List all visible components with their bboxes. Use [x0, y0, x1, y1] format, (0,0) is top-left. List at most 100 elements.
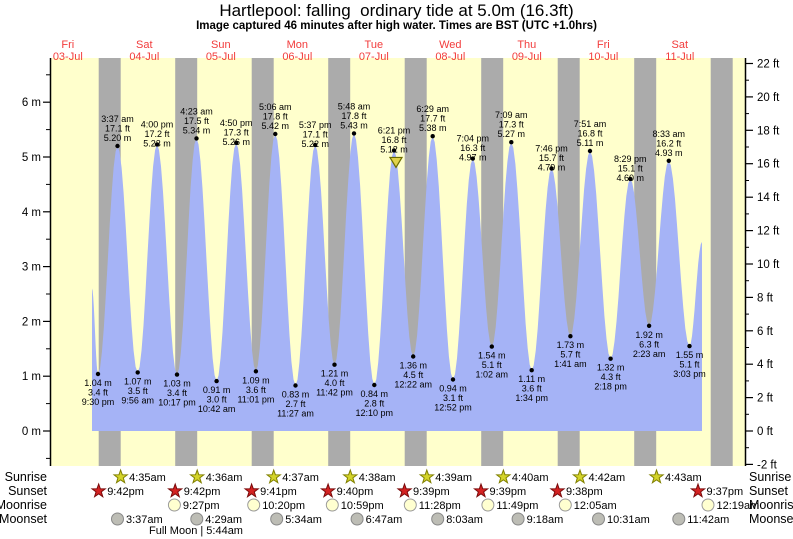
- moonset-icon: [190, 512, 204, 526]
- moonrise-icon: [325, 498, 339, 512]
- high-tide-label: 4:23 am 17.5 ft 5.34 m: [180, 106, 213, 135]
- sunset-icon: [243, 482, 260, 498]
- chart-title: Hartlepool: falling ordinary tide at 5.0…: [219, 1, 574, 20]
- left-axis-tick-label: 4 m: [22, 207, 41, 219]
- moonset-time: 8:03am: [446, 514, 483, 526]
- row-label-left-sunrise: Sunrise: [5, 470, 47, 484]
- low-tide-label: 1.11 m 3.6 ft 1:34 pm: [515, 374, 548, 403]
- moonset-icon: [270, 512, 284, 526]
- tide-point: [509, 140, 514, 145]
- sunset-icon: [167, 482, 184, 498]
- high-tide-label: 5:37 pm 17.1 ft 5.22 m: [299, 120, 332, 149]
- sunrise-time: 4:36am: [206, 472, 243, 484]
- row-label-left-moonset: Moonset: [0, 512, 48, 526]
- low-tide-label: 0.91 m 3.0 ft 10:42 am: [198, 385, 236, 414]
- right-axis-tick-label: 4 ft: [757, 359, 774, 371]
- low-tide-label: 1.04 m 3.4 ft 9:30 pm: [82, 378, 115, 407]
- right-axis-tick-label: 18 ft: [757, 125, 780, 137]
- moonrise-icon: [558, 498, 572, 512]
- low-tide-label: 1.73 m 5.7 ft 1:41 am: [554, 340, 587, 369]
- tide-point: [214, 378, 219, 384]
- sunset-icon: [90, 482, 107, 498]
- row-label-left-sunset: Sunset: [8, 484, 47, 498]
- moonset-time: 3:37am: [126, 514, 163, 526]
- moonrise-time: 10:59pm: [341, 500, 384, 512]
- day-label: Fri 10-Jul: [588, 39, 618, 63]
- sunset-time: 9:37pm: [707, 486, 744, 498]
- sunset-icon: [549, 482, 566, 498]
- low-tide-label: 1.07 m 3.5 ft 9:56 am: [121, 376, 154, 405]
- tide-point: [372, 382, 377, 388]
- moonset-time: 6:47am: [366, 514, 403, 526]
- sunrise-icon: [571, 468, 589, 484]
- tide-point: [154, 142, 160, 147]
- moonset-icon: [350, 512, 364, 526]
- right-axis-tick-label: -2 ft: [757, 459, 778, 471]
- tide-point: [234, 140, 239, 145]
- sunset-icon: [396, 482, 413, 498]
- high-tide-label: 8:33 am 16.2 ft 4.93 m: [653, 129, 686, 158]
- moonrise-time: 11:49pm: [496, 500, 538, 512]
- tide-point: [351, 131, 357, 136]
- sunset-icon: [319, 482, 337, 498]
- moonset-icon: [111, 512, 124, 526]
- moonset-icon: [511, 512, 525, 526]
- left-axis-tick-label: 6 m: [22, 97, 41, 109]
- low-tide-label: 1.55 m 5.1 ft 3:03 pm: [673, 350, 706, 379]
- right-axis-tick-label: 22 ft: [757, 59, 780, 71]
- day-label: Sat 04-Jul: [129, 39, 159, 63]
- high-tide-label: 6:21 pm 16.8 ft 5.12 m: [378, 125, 411, 154]
- moonrise-time: 12:19am: [717, 500, 760, 512]
- sunrise-time: 4:43am: [665, 472, 702, 484]
- sunrise-icon: [112, 468, 129, 484]
- tide-point: [194, 136, 199, 141]
- right-axis-tick-label: 14 ft: [757, 192, 780, 204]
- row-label-right-moonrise: Moonrise: [749, 498, 793, 512]
- low-tide-label: 0.83 m 2.7 ft 11:27 am: [277, 390, 314, 419]
- right-axis-tick-label: 0 ft: [757, 426, 774, 438]
- high-tide-label: 7:51 am 16.8 ft 5.11 m: [574, 119, 607, 148]
- sunrise-time: 4:42am: [589, 472, 626, 484]
- sunrise-icon: [418, 468, 435, 484]
- moonrise-time: 11:28pm: [419, 500, 461, 512]
- sunset-time: 9:38pm: [566, 486, 603, 498]
- right-axis-tick-label: 16 ft: [757, 159, 780, 171]
- tide-point: [470, 156, 475, 161]
- sunrise-icon: [189, 468, 206, 484]
- low-tide-label: 1.36 m 4.5 ft 12:22 am: [394, 361, 432, 390]
- tide-point: [549, 166, 554, 171]
- moonrise-time: 12:05am: [574, 500, 617, 512]
- moonset-icon: [592, 512, 605, 526]
- tide-point: [313, 142, 318, 148]
- tide-point: [608, 356, 613, 361]
- left-axis-tick-label: 1 m: [22, 371, 41, 383]
- row-label-right-sunset: Sunset: [749, 484, 788, 498]
- tide-point: [135, 370, 140, 375]
- moonset-icon: [672, 512, 686, 526]
- high-tide-label: 5:06 am 17.8 ft 5.42 m: [259, 102, 292, 131]
- night-band: [710, 58, 733, 466]
- tide-point: [568, 334, 573, 339]
- low-tide-label: 1.92 m 6.3 ft 2:23 am: [633, 330, 666, 359]
- sunrise-icon: [342, 468, 359, 484]
- right-axis-tick-label: 6 ft: [757, 326, 774, 338]
- right-axis-tick-label: 20 ft: [757, 92, 780, 104]
- sunset-time: 9:39pm: [413, 486, 450, 498]
- moonset-time: 9:18am: [527, 514, 564, 526]
- sunrise-icon: [265, 468, 282, 484]
- day-label: Wed 08-Jul: [435, 39, 465, 63]
- high-tide-label: 7:09 am 17.3 ft 5.27 m: [495, 110, 528, 139]
- day-label: Mon 06-Jul: [282, 39, 312, 63]
- day-label: Tue 07-Jul: [359, 39, 389, 63]
- day-label: Sun 05-Jul: [206, 39, 236, 63]
- tide-point: [332, 362, 337, 367]
- tide-point: [174, 372, 180, 377]
- sunrise-time: 4:37am: [282, 472, 319, 484]
- tide-point: [253, 369, 259, 374]
- sunset-time: 9:39pm: [490, 486, 527, 498]
- sunrise-icon: [495, 468, 512, 484]
- sunset-icon: [473, 482, 490, 498]
- high-tide-label: 5:48 am 17.8 ft 5.43 m: [338, 101, 371, 130]
- high-tide-label: 3:37 am 17.1 ft 5.20 m: [101, 114, 134, 143]
- high-tide-label: 8:29 pm 15.1 ft 4.60 m: [614, 154, 647, 183]
